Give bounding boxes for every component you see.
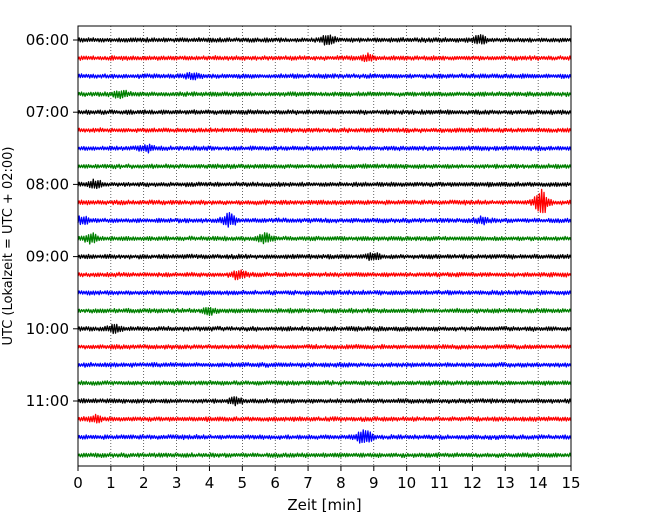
x-tick-label: 3 <box>172 474 182 492</box>
x-tick-label: 0 <box>73 474 83 492</box>
trace-line <box>77 178 572 190</box>
x-tick-label: 7 <box>303 474 313 492</box>
trace-line <box>77 188 572 214</box>
traces <box>77 34 572 459</box>
x-tick-label: 15 <box>561 474 580 492</box>
trace-line <box>77 413 572 424</box>
y-tick-label: 11:00 <box>26 392 69 410</box>
trace-line <box>77 109 572 116</box>
trace-line <box>77 127 572 134</box>
y-tick-label: 10:00 <box>26 320 69 338</box>
trace-line <box>77 269 572 281</box>
trace-line <box>77 306 572 317</box>
y-axis-ticks: 06:00 07:00 08:00 09:00 10:00 11:00 <box>26 31 78 410</box>
y-tick-label: 06:00 <box>26 31 69 49</box>
trace-line <box>77 232 572 245</box>
x-tick-label: 11 <box>430 474 449 492</box>
trace-line <box>77 71 572 81</box>
trace-line <box>77 361 572 368</box>
trace-line <box>77 380 572 386</box>
y-axis-label: UTC (Lokalzeit = UTC + 02:00) <box>1 147 16 346</box>
y-tick-label: 07:00 <box>26 103 69 121</box>
y-tick-label: 09:00 <box>26 248 69 266</box>
x-tick-label: 12 <box>463 474 482 492</box>
trace-line <box>77 252 572 262</box>
x-tick-label: 6 <box>270 474 280 492</box>
y-tick-label: 08:00 <box>26 175 69 193</box>
trace-line <box>77 52 572 63</box>
x-tick-label: 4 <box>205 474 215 492</box>
grid <box>110 26 539 466</box>
trace-line <box>77 212 572 228</box>
x-tick-label: 2 <box>139 474 149 492</box>
x-axis-ticks: 0 1 2 3 4 5 6 7 8 9 10 11 12 13 14 15 <box>73 466 581 492</box>
x-tick-label: 1 <box>106 474 116 492</box>
x-tick-label: 13 <box>496 474 515 492</box>
trace-line <box>77 452 572 459</box>
trace-line <box>77 289 572 296</box>
x-axis-label: Zeit [min] <box>287 496 361 514</box>
plot-frame <box>77 25 572 467</box>
trace-line <box>77 163 572 170</box>
x-tick-label: 8 <box>336 474 346 492</box>
trace-line <box>77 34 572 46</box>
trace-line <box>77 323 572 335</box>
x-tick-label: 9 <box>369 474 379 492</box>
x-tick-label: 10 <box>397 474 416 492</box>
trace-line <box>77 429 572 444</box>
trace-line <box>77 89 572 100</box>
trace-line <box>77 396 572 407</box>
trace-line <box>77 143 572 154</box>
trace-line <box>77 343 572 350</box>
x-tick-label: 14 <box>529 474 548 492</box>
x-tick-label: 5 <box>238 474 248 492</box>
